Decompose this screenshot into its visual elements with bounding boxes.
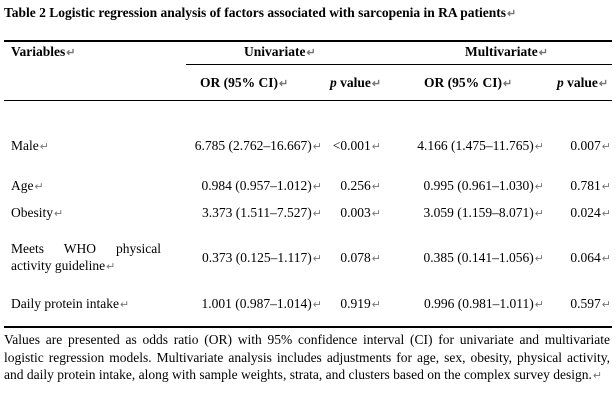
table-row-uni-or: 3.373 (1.511–7.527)↵: [202, 205, 322, 220]
paragraph-mark-icon: ↵: [312, 253, 322, 265]
paragraph-mark-icon: ↵: [507, 8, 517, 20]
table-row-multi-or: 0.995 (0.961–1.030)↵: [423, 178, 544, 193]
paragraph-mark-icon: ↵: [66, 47, 76, 59]
table-row-multi-p: 0.597↵: [570, 296, 611, 311]
table-row-uni-or: 6.785 (2.762–16.667)↵: [194, 138, 322, 153]
table-row-uni-p: 0.003↵: [340, 205, 381, 220]
paragraph-mark-icon: ↵: [534, 181, 544, 193]
paragraph-mark-icon: ↵: [371, 253, 381, 265]
paragraph-mark-icon: ↵: [371, 208, 381, 220]
table-row-multi-p: 0.007↵: [570, 138, 611, 153]
paragraph-mark-icon: ↵: [534, 208, 544, 220]
table-row-uni-p: 0.919↵: [340, 296, 381, 311]
table-row-multi-or: 0.385 (0.141–1.056)↵: [423, 250, 544, 265]
header-univariate: Univariate↵: [244, 44, 316, 59]
paragraph-mark-icon: ↵: [106, 261, 116, 273]
paragraph-mark-icon: ↵: [601, 253, 611, 265]
header-uni-or: OR (95% CI)↵: [200, 75, 289, 90]
paragraph-mark-icon: ↵: [312, 208, 322, 220]
table-row-uni-or: 0.984 (0.957–1.012)↵: [201, 178, 322, 193]
paragraph-mark-icon: ↵: [371, 141, 381, 153]
header-multivariate: Multivariate↵: [465, 44, 548, 59]
paragraph-mark-icon: ↵: [534, 299, 544, 311]
header-multi-p: p value↵: [557, 75, 609, 90]
paragraph-mark-icon: ↵: [601, 299, 611, 311]
table-row-multi-p: 0.781↵: [570, 178, 611, 193]
bottom-rule: [4, 326, 612, 328]
paragraph-mark-icon: ↵: [503, 78, 513, 90]
table-row-multi-or: 0.996 (0.981–1.011)↵: [424, 296, 544, 311]
paragraph-mark-icon: ↵: [312, 141, 322, 153]
header-multi-or: OR (95% CI)↵: [424, 75, 513, 90]
paragraph-mark-icon: ↵: [371, 299, 381, 311]
paragraph-mark-icon: ↵: [601, 181, 611, 193]
table-row-variable: Age↵: [11, 178, 44, 193]
header-uni-p: p value↵: [330, 75, 382, 90]
subheader-rule: [186, 64, 612, 65]
table-caption: Table 2 Logistic regression analysis of …: [4, 5, 516, 21]
paragraph-mark-icon: ↵: [312, 299, 322, 311]
paragraph-mark-icon: ↵: [538, 47, 548, 59]
caption-text: Table 2 Logistic regression analysis of …: [4, 5, 507, 20]
paragraph-mark-icon: ↵: [592, 370, 603, 383]
header-variables: Variables↵: [11, 44, 76, 59]
table-row-variable: Meets WHO physical activity guideline↵: [11, 241, 161, 273]
paragraph-mark-icon: ↵: [312, 181, 322, 193]
table-row-uni-or: 0.373 (0.125–1.117)↵: [202, 250, 322, 265]
table-row-uni-p: 0.256↵: [340, 178, 381, 193]
table-row-multi-or: 4.166 (1.475–11.765)↵: [417, 138, 544, 153]
paragraph-mark-icon: ↵: [279, 78, 289, 90]
table-row-uni-or: 1.001 (0.987–1.014)↵: [201, 296, 322, 311]
table-row-uni-p: <0.001↵: [332, 138, 381, 153]
table-row-multi-p: 0.064↵: [570, 250, 611, 265]
paragraph-mark-icon: ↵: [306, 47, 316, 59]
table-row-multi-p: 0.024↵: [570, 205, 611, 220]
top-rule: [4, 40, 612, 42]
paragraph-mark-icon: ↵: [39, 141, 49, 153]
table-row-variable: Daily protein intake↵: [11, 296, 130, 311]
paragraph-mark-icon: ↵: [534, 253, 544, 265]
paragraph-mark-icon: ↵: [598, 78, 609, 90]
table-row-variable: Obesity↵: [11, 205, 64, 220]
paragraph-mark-icon: ↵: [601, 208, 611, 220]
paragraph-mark-icon: ↵: [534, 141, 544, 153]
table-row-uni-p: 0.078↵: [340, 250, 381, 265]
paragraph-mark-icon: ↵: [371, 181, 381, 193]
header-bottom-rule: [4, 100, 612, 101]
paragraph-mark-icon: ↵: [119, 299, 130, 311]
paragraph-mark-icon: ↵: [371, 78, 382, 90]
table-row-variable: Male↵: [11, 138, 49, 153]
table-footnote: Values are presented as odds ratio (OR) …: [4, 332, 610, 383]
paragraph-mark-icon: ↵: [34, 181, 44, 193]
paragraph-mark-icon: ↵: [601, 141, 611, 153]
paragraph-mark-icon: ↵: [54, 208, 64, 220]
table-row-multi-or: 3.059 (1.159–8.071)↵: [423, 205, 544, 220]
